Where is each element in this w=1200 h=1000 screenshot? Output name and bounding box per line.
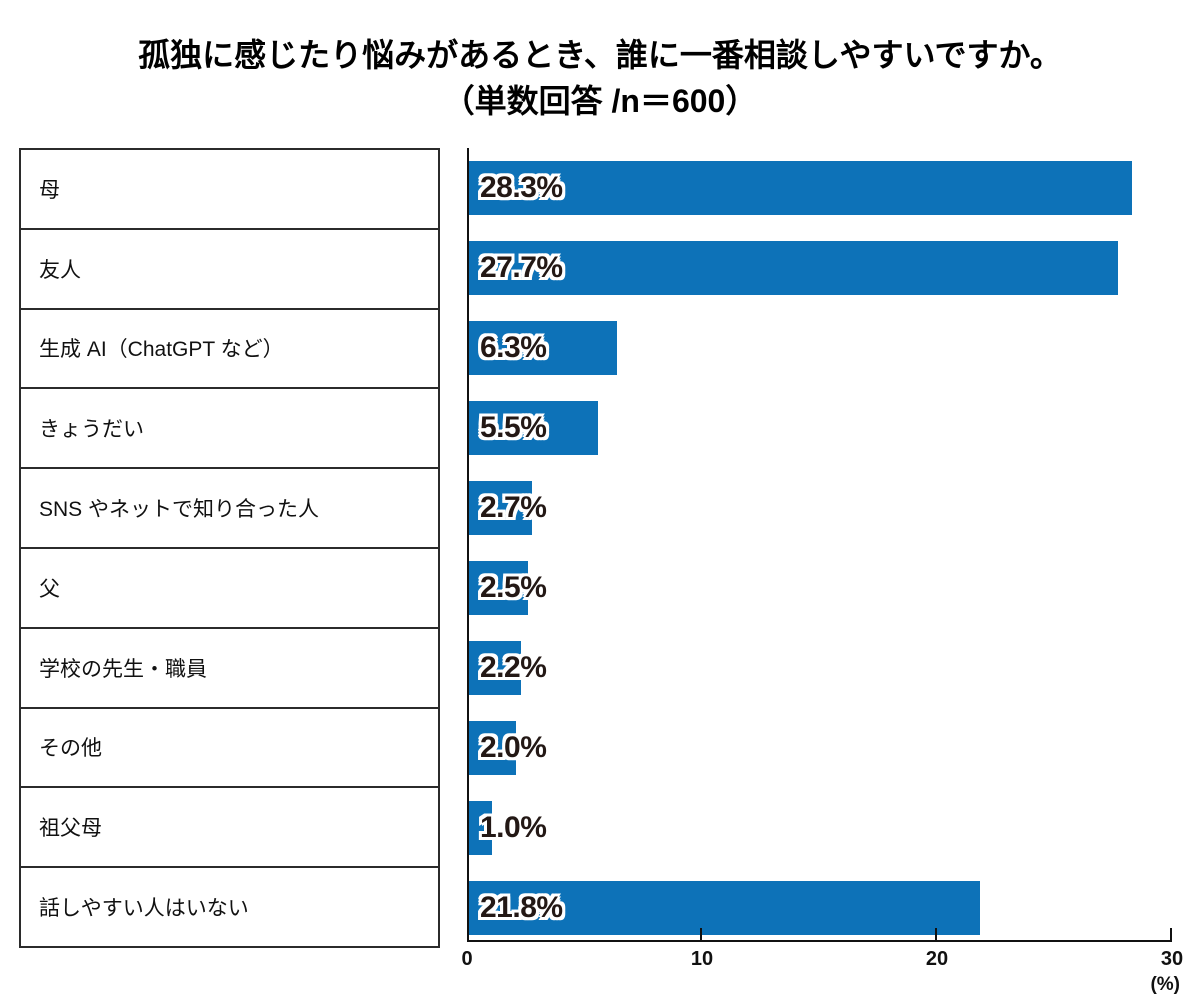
bar <box>469 721 516 775</box>
bar <box>469 321 617 375</box>
chart-title-line2: （単数回答 /n＝600） <box>442 83 758 120</box>
bar-value-label: 2.5% <box>480 571 547 604</box>
bar-value-label: 2.2% <box>480 651 547 684</box>
category-label: 父 <box>39 577 60 601</box>
x-axis-unit-label: (%) <box>1150 974 1180 995</box>
category-table: 母友人生成 AI（ChatGPT など） きょうだい SNS やネットで知り合った人… <box>19 148 440 948</box>
category-label: 話しやすい人はいない <box>39 897 249 921</box>
bar <box>469 801 493 855</box>
bar <box>469 481 533 535</box>
category-label: SNS やネットで知り合った人 <box>39 498 320 522</box>
bar-value-label: 2.7% <box>480 491 547 524</box>
x-axis-tick-label: 30 <box>1160 948 1184 970</box>
bar <box>469 641 521 695</box>
x-axis-tick-label: 0 <box>461 948 473 970</box>
category-label: 学校の先生・職員 <box>39 657 207 681</box>
x-axis-tick <box>1170 928 1172 940</box>
bar-value-label: 28.3% <box>480 171 563 204</box>
table-row: その他 <box>21 706 438 787</box>
chart-title-line1: 孤独に感じたり悩みがあるとき、誰に一番相談しやすいですか。 <box>138 37 1062 73</box>
table-row: 母 <box>21 150 438 228</box>
category-label: 母 <box>39 178 60 202</box>
plot-area: 28.3% 27.7% 6.3% 5.5% 2.7% 2.5% 2.2% 2.0% 1.0% 21… <box>467 148 1172 940</box>
bar-value-label: 5.5% <box>480 411 547 444</box>
bar <box>469 161 1133 215</box>
x-axis-tick-label: 10 <box>690 948 714 970</box>
chart-title: 孤独に感じたり悩みがあるとき、誰に一番相談しやすいですか。 （単数回答 /n＝6… <box>0 32 1200 125</box>
category-label: きょうだい <box>39 418 144 442</box>
category-label: その他 <box>39 737 102 761</box>
table-row: 学校の先生・職員 <box>21 626 438 707</box>
bar-value-label: 27.7% <box>480 251 563 284</box>
bar <box>469 881 980 935</box>
table-row: 祖父母 <box>21 786 438 866</box>
bar <box>469 241 1119 295</box>
bar-value-label: 2.0% <box>480 731 547 764</box>
table-row: 話しやすい人はいない <box>21 866 438 946</box>
bar-value-label: 21.8% <box>480 891 563 924</box>
x-axis-tick <box>935 928 937 940</box>
x-axis: 0 10 20 30 <box>461 928 1183 970</box>
bar-value-label: 6.3% <box>480 331 547 364</box>
category-label: 友人 <box>39 258 81 282</box>
x-axis-tick <box>700 928 702 940</box>
bar-value-label: 1.0% <box>480 811 547 844</box>
table-row: 生成 AI（ChatGPT など） <box>21 307 438 388</box>
bar <box>469 401 598 455</box>
table-row: SNS やネットで知り合った人 <box>21 467 438 547</box>
x-axis-tick-label: 20 <box>925 948 949 970</box>
category-label: 生成 AI（ChatGPT など） <box>39 338 284 362</box>
category-label: 祖父母 <box>39 817 102 841</box>
bar <box>469 561 528 615</box>
table-row: きょうだい <box>21 387 438 467</box>
table-row: 友人 <box>21 227 438 308</box>
table-row: 父 <box>21 546 438 627</box>
